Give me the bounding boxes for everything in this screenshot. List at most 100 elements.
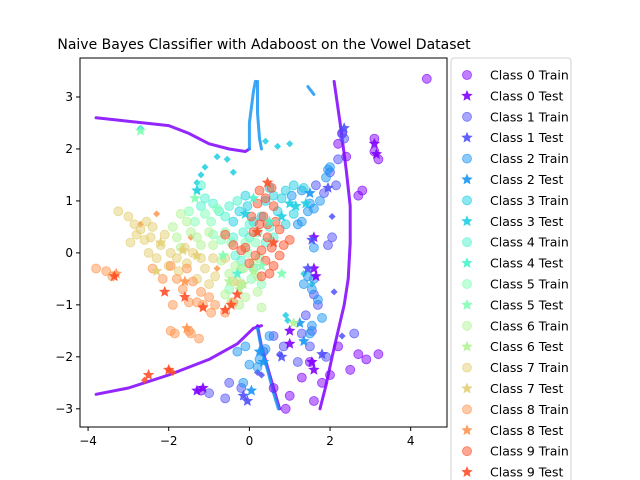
y-tick-label: −3 [55,402,73,416]
train-point-class-8 [157,273,168,284]
train-point-class-1 [300,310,311,321]
train-point-class-7 [208,253,219,264]
train-point-class-7 [200,263,210,274]
train-point-class-1 [224,377,235,388]
train-point-class-1 [292,357,303,367]
test-point-class-5 [255,259,268,271]
boundary-marker-class-8 [213,264,221,273]
train-point-class-0 [333,341,344,352]
train-point-class-2 [244,359,255,370]
train-point-class-6 [208,240,219,251]
train-point-class-6 [196,240,206,251]
train-point-class-7 [171,253,182,264]
train-point-class-2 [232,346,243,357]
test-point-class-0 [308,363,320,375]
test-point-class-9 [179,291,191,302]
test-point-class-9 [225,298,237,310]
train-point-class-7 [159,229,170,240]
train-point-class-0 [280,403,291,414]
train-point-class-1 [333,154,344,165]
train-point-class-0 [268,383,279,393]
test-point-class-3 [191,184,203,196]
boundary-marker-class-1 [328,212,336,221]
legend-label: Class 6 Test [490,339,563,354]
train-point-class-6 [192,232,202,243]
test-point-class-1 [302,262,314,274]
train-point-class-9 [244,258,255,269]
y-tick-label: −1 [55,298,73,312]
test-point-class-6 [223,275,235,287]
train-point-class-0 [296,372,307,383]
train-point-class-1 [339,133,350,144]
train-point-class-8 [206,307,217,318]
chart-title: Naive Bayes Classifier with Adaboost on … [57,37,471,53]
x-tick-label: 2 [326,434,334,448]
boundary-line-class-0 [94,324,263,396]
test-point-class-2 [304,187,316,198]
legend-label: Class 5 Train [490,277,569,292]
train-point-class-6 [167,221,178,232]
y-axis-ticks: −3 −2 −1 0 1 2 3 [55,90,80,416]
train-point-class-6 [181,216,192,227]
train-point-class-9 [250,250,261,261]
legend-marker-train [462,153,472,164]
legend-marker-train [462,70,472,80]
test-point-class-3 [239,207,252,219]
test-point-class-1 [322,181,334,193]
train-point-class-0 [341,151,352,162]
train-point-class-2 [317,312,327,323]
train-point-class-1 [349,328,360,339]
x-tick-label: −4 [79,434,97,448]
legend-marker-test [461,298,473,310]
boundary-line-class-2 [247,79,257,151]
legend-marker-train [462,237,472,248]
train-point-class-8 [171,273,182,284]
test-point-class-8 [181,322,193,334]
boundary-marker-class-3 [223,155,231,163]
train-point-class-2 [306,284,317,295]
test-point-class-4 [263,215,276,227]
test-point-class-5 [217,249,229,261]
boundary-marker-class-1 [330,288,338,296]
train-point-class-1 [296,328,307,339]
test-point-class-1 [241,395,254,406]
train-point-class-8 [210,299,221,310]
train-point-class-2 [315,195,325,206]
legend-marker-train [462,195,472,206]
train-point-class-7 [143,247,154,258]
legend-label: Class 2 Test [490,172,563,187]
train-point-class-6 [256,302,267,313]
train-point-class-0 [284,390,295,401]
test-point-class-0 [310,270,322,282]
train-point-class-0 [373,349,384,360]
train-point-class-7 [151,253,162,264]
train-point-class-6 [240,292,251,303]
train-point-class-3 [242,201,253,212]
train-point-class-9 [258,211,269,222]
train-point-class-9 [240,242,251,253]
x-tick-label: 4 [407,434,415,448]
train-point-class-5 [200,208,210,219]
legend-label: Class 3 Test [490,214,563,229]
train-point-class-4 [200,193,210,204]
test-point-class-3 [284,197,296,209]
x-tick-label: −2 [160,434,178,448]
train-point-class-8 [181,263,192,274]
boundary-marker-class-3 [261,137,270,145]
test-point-class-1 [338,122,350,134]
legend-marker-train [462,111,472,122]
train-point-class-7 [210,271,221,282]
test-point-class-7 [191,249,203,261]
test-point-class-4 [247,192,260,204]
test-point-class-2 [298,335,310,347]
test-point-class-2 [253,345,266,357]
train-point-class-3 [298,182,309,193]
test-point-class-0 [370,148,383,159]
train-point-class-3 [280,185,291,196]
train-point-class-3 [240,190,251,201]
train-point-class-6 [171,232,182,243]
test-point-class-0 [191,384,203,396]
train-point-class-4 [232,195,243,206]
test-point-class-2 [294,317,306,328]
train-point-class-6 [175,208,186,219]
